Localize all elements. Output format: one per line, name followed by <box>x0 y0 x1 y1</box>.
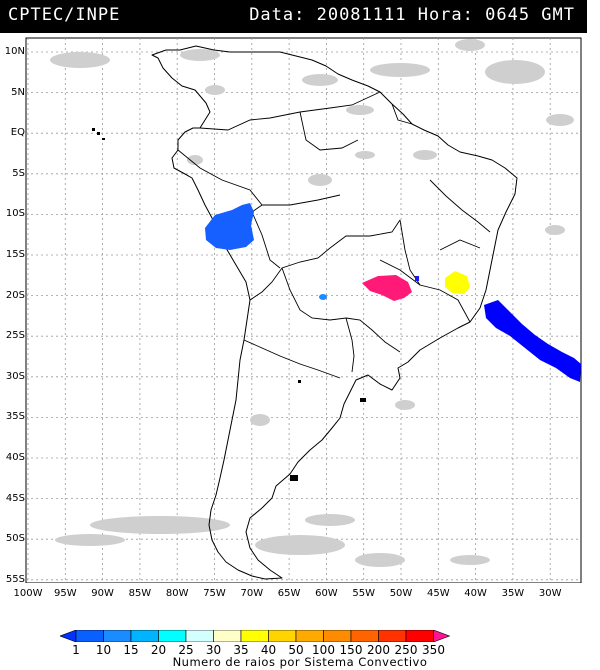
colorbar-segment <box>130 630 159 642</box>
colorbar-tick-label: 40 <box>260 643 277 657</box>
lat-label: EQ <box>10 127 25 139</box>
system-atlantic-band <box>484 300 581 382</box>
lat-label: 30S <box>5 370 25 382</box>
lon-label: 50W <box>389 588 413 599</box>
map-header: CPTEC/INPE Data: 20081111 Hora: 0645 GMT <box>0 0 587 33</box>
lon-label: 100W <box>13 588 43 599</box>
colorbar-tick-label: 1 <box>72 643 80 657</box>
lon-label: 80W <box>165 588 189 599</box>
colorbar-tick-label: 25 <box>178 643 194 657</box>
lat-label: 45S <box>5 492 25 504</box>
colorbar-tick-label: 100 <box>312 643 335 657</box>
lat-label: 25S <box>5 330 25 342</box>
colorbar-title: Numero de raios por Sistema Convectivo <box>172 655 428 669</box>
lat-label: 5S <box>12 167 25 179</box>
lat-label: 5N <box>11 86 25 98</box>
lon-label: 75W <box>203 588 226 599</box>
colorbar-segment <box>185 630 214 642</box>
lon-label: 40W <box>464 588 487 599</box>
colorbar-segment <box>378 630 407 642</box>
colorbar-segment <box>323 630 352 642</box>
system-brazil-center-west <box>362 275 412 301</box>
lat-label: 10N <box>4 46 25 57</box>
colorbar-tick-label: 15 <box>123 643 139 657</box>
agency-name: CPTEC/INPE <box>8 5 121 25</box>
colorbar-tick-label: 50 <box>288 643 304 657</box>
country-borders <box>177 91 491 379</box>
colorbar-segment <box>158 630 187 642</box>
lon-label: 90W <box>91 588 114 599</box>
colorbar-tick-label: 150 <box>339 643 363 657</box>
cloud-cover <box>50 39 574 567</box>
islands <box>92 128 366 481</box>
colorbar-segment <box>75 630 104 642</box>
colorbar-segment <box>240 630 269 642</box>
colorbar-tick-label: 10 <box>95 643 112 657</box>
colorbar-segment <box>213 630 242 642</box>
colorbar <box>60 630 451 642</box>
lightning-systems <box>205 203 581 382</box>
colorbar-tick-label: 30 <box>205 643 222 657</box>
colorbar-tick-label: 35 <box>233 643 249 657</box>
colorbar-segment <box>295 630 324 642</box>
colorbar-segment <box>103 630 132 642</box>
colorbar-tick-label: 350 <box>422 643 445 657</box>
map-panel <box>25 37 582 583</box>
colorbar-tick-label: 20 <box>150 643 167 657</box>
lon-label: 30W <box>538 588 562 599</box>
colorbar-min-arrow <box>60 630 77 642</box>
lon-label: 35W <box>501 588 525 599</box>
system-minas-gerais <box>445 271 470 294</box>
lat-label: 10S <box>5 208 25 220</box>
coastline <box>151 45 518 580</box>
system-peru-amazon <box>205 203 254 250</box>
lat-label: 15S <box>5 249 25 260</box>
colorbar-max-arrow <box>433 630 451 642</box>
lat-label: 40S <box>5 452 25 463</box>
lon-label: 65W <box>277 588 301 599</box>
lon-label: 95W <box>53 588 77 599</box>
colorbar-segment <box>350 630 379 642</box>
colorbar-tick-label: 200 <box>367 643 390 657</box>
lat-label: 20S <box>5 289 25 301</box>
lat-label: 55S <box>5 573 25 585</box>
lon-label: 55W <box>352 588 375 599</box>
colorbar-segment <box>405 630 434 642</box>
colorbar-tick-label: 250 <box>394 643 418 657</box>
lon-label: 60W <box>315 588 338 599</box>
lat-label: 35S <box>5 411 25 423</box>
date-time-label: Data: 20081111 Hora: 0645 GMT <box>249 5 575 25</box>
colorbar-segment <box>268 630 297 642</box>
lon-label: 85W <box>128 588 152 599</box>
lon-label: 45W <box>426 588 450 599</box>
system-paraguay-cell <box>319 294 327 300</box>
lon-label: 70W <box>240 588 264 599</box>
lat-label: 50S <box>5 533 25 545</box>
